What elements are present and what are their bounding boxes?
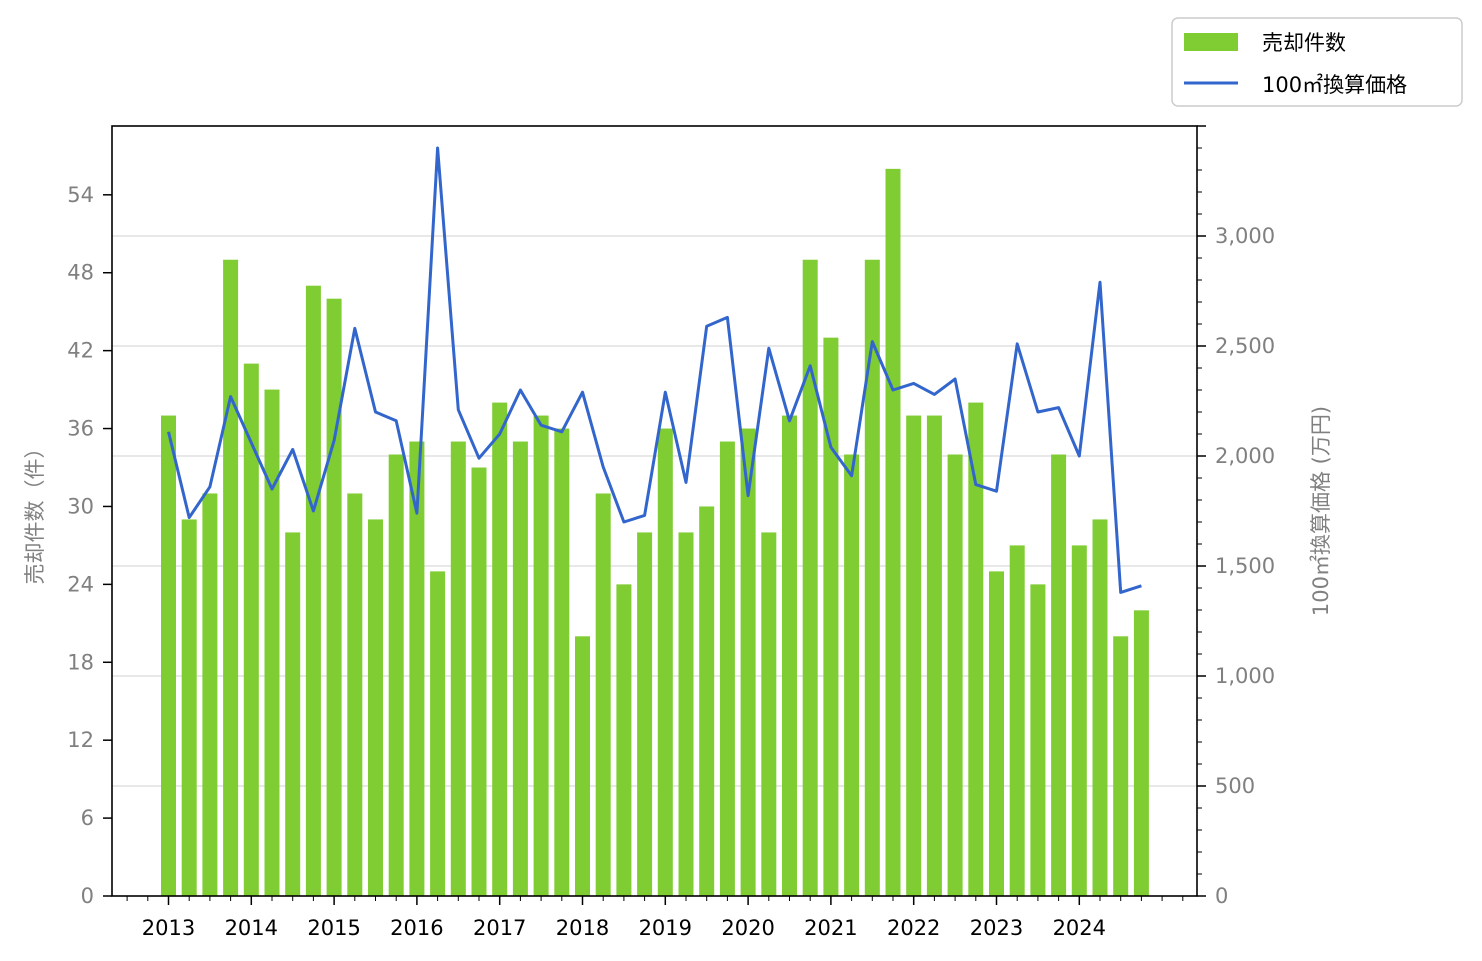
y-axis-right: 0 500 1,000 1,500 2,000 2,500 3,000 [1197,125,1275,908]
x-tick-label: 2019 [639,916,692,940]
y-axis-left-title: 売却件数（件） [23,438,47,585]
bar-2016-Q3 [450,441,466,896]
bar-2018-Q1 [575,636,590,896]
bar-2022-Q4 [968,402,984,896]
bar-2020-Q3 [782,415,797,896]
y-right-tick-label: 2,500 [1215,334,1275,358]
bar-2014-Q2 [264,389,280,896]
bar-2020-Q4 [802,259,818,897]
bar-2017-Q2 [512,441,528,896]
bar-2022-Q2 [926,415,942,896]
bar-2019-Q2 [678,532,694,896]
bar-2018-Q3 [616,584,632,896]
bar-2013-Q3 [202,493,218,896]
bar-2015-Q1 [326,298,342,897]
price-line [167,146,1142,594]
bar-2015-Q4 [388,454,404,896]
y-axis-right-title: 100㎡換算価格 (万円) [1309,406,1333,616]
bar-2018-Q2 [595,493,611,896]
y-left-tick-label: 36 [67,417,94,441]
bar-2017-Q3 [533,415,549,896]
x-tick-label: 2014 [225,916,278,940]
x-tick-label: 2024 [1053,916,1106,940]
x-tick-label: 2018 [556,916,609,940]
x-tick-label: 2016 [390,916,443,940]
legend-frame [1171,17,1463,107]
y-left-tick-label: 54 [67,183,94,207]
bar-2014-Q1 [243,363,259,896]
x-tick-label: 2015 [307,916,360,940]
bar-2023-Q1 [989,571,1004,896]
y-right-tick-label: 3,000 [1215,224,1275,248]
bar-2024-Q4 [1133,610,1149,896]
x-tick-label: 2013 [142,916,195,940]
y-left-tick-label: 0 [81,884,94,908]
y-right-tick-label: 500 [1215,774,1255,798]
y-left-tick-label: 24 [67,572,94,596]
bar-2016-Q4 [471,467,487,896]
x-tick-label: 2020 [721,916,774,940]
bar-2015-Q3 [368,519,383,896]
bar-2021-Q2 [844,454,860,896]
bar-series [161,168,1149,897]
y-left-tick-label: 48 [67,261,94,285]
bar-2023-Q2 [1009,545,1025,896]
y-axis-left: 0 6 12 18 24 30 36 42 48 54 [67,183,112,908]
y-right-tick-label: 1,500 [1215,554,1275,578]
y-left-tick-label: 18 [67,650,94,674]
x-axis: 2013 2014 2015 2016 2017 2018 2019 2020 2021 2022… [126,896,1184,940]
bar-2016-Q1 [409,441,425,896]
x-tick-label: 2017 [473,916,526,940]
plot-frame [111,125,1198,897]
bar-2015-Q2 [347,493,363,896]
bar-2022-Q1 [906,415,922,896]
bar-2013-Q1 [161,415,176,896]
bar-2023-Q4 [1051,454,1067,896]
bar-2019-Q3 [699,506,715,896]
legend-label-bar: 売却件数 [1262,31,1346,55]
bar-2013-Q4 [223,259,239,897]
bar-2021-Q1 [823,337,839,897]
bar-2020-Q2 [761,532,777,896]
y-left-tick-label: 6 [81,806,94,830]
bar-2016-Q2 [430,571,446,896]
bar-2024-Q1 [1071,545,1087,896]
bar-2017-Q4 [554,428,570,896]
y-right-tick-label: 2,000 [1215,444,1275,468]
y-left-tick-label: 12 [67,728,94,752]
bar-2019-Q4 [719,441,735,896]
bar-2024-Q2 [1092,519,1108,896]
bar-2021-Q3 [864,259,880,897]
bar-2014-Q4 [305,285,321,896]
x-tick-label: 2023 [970,916,1023,940]
bar-2019-Q1 [657,428,673,896]
bar-2013-Q2 [181,519,197,896]
x-tick-label: 2022 [887,916,940,940]
bar-2022-Q3 [947,454,963,896]
bar-2021-Q4 [885,168,901,896]
bar-2024-Q3 [1113,636,1129,896]
bar-2023-Q3 [1030,584,1046,896]
bar-2017-Q1 [492,402,508,896]
bar-2018-Q4 [637,532,653,896]
y-left-tick-label: 30 [67,494,94,518]
y-left-tick-label: 42 [67,339,94,363]
x-tick-label: 2021 [804,916,857,940]
line-series-layer [167,146,1142,594]
legend-label-line: 100㎡換算価格 [1262,73,1407,97]
y-right-tick-label: 0 [1215,884,1228,908]
bar-2020-Q1 [740,428,756,896]
bar-2014-Q3 [285,532,301,896]
legend-swatch-bar [1184,33,1238,51]
legend: 売却件数 100㎡換算価格 [1171,17,1463,107]
y-right-tick-label: 1,000 [1215,664,1275,688]
